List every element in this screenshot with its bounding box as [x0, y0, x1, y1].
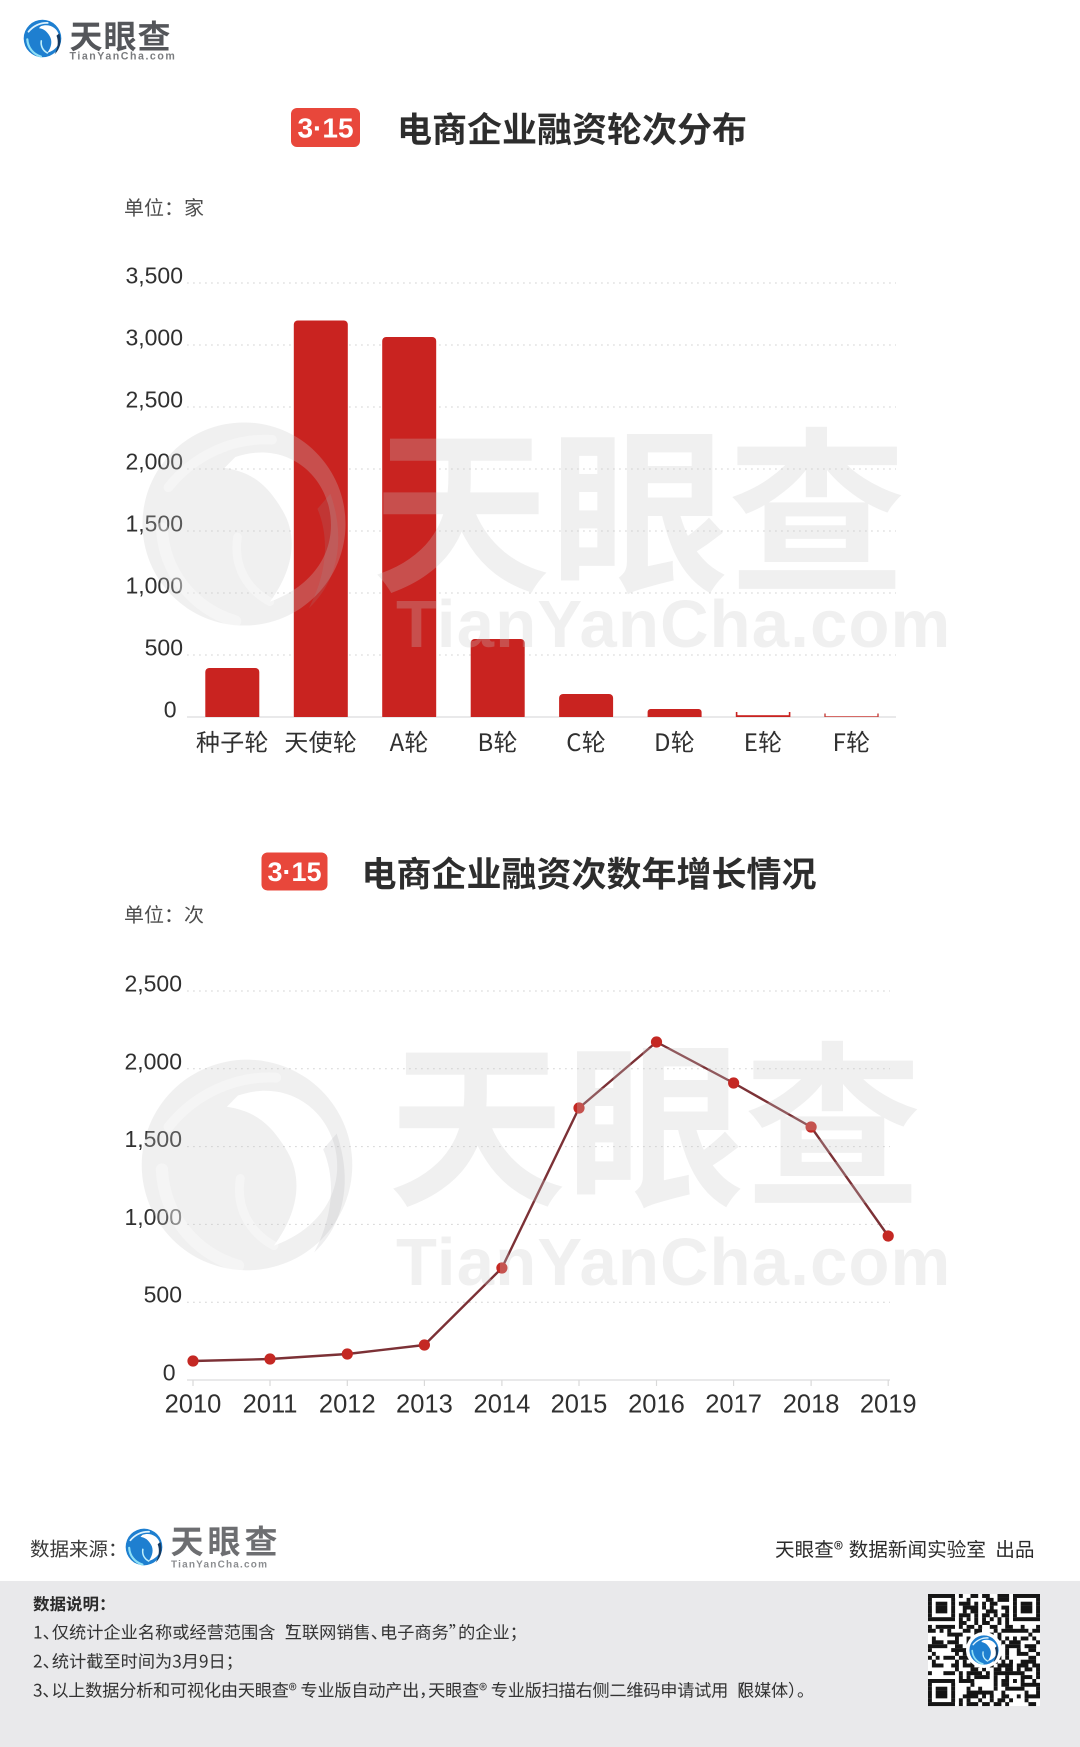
- svg-text:2011: 2011: [243, 1391, 298, 1419]
- svg-text:2013: 2013: [396, 1391, 453, 1419]
- svg-text:2014: 2014: [474, 1391, 531, 1419]
- svg-text:TianYanCha.com: TianYanCha.com: [396, 1225, 951, 1300]
- svg-text:3,000: 3,000: [125, 325, 183, 351]
- svg-text:2016: 2016: [628, 1391, 685, 1419]
- svg-text:500: 500: [145, 635, 183, 661]
- svg-text:3·15: 3·15: [297, 113, 353, 144]
- svg-text:500: 500: [144, 1282, 182, 1308]
- svg-text:2,000: 2,000: [124, 1048, 182, 1074]
- svg-text:2017: 2017: [705, 1391, 762, 1419]
- svg-text:2019: 2019: [860, 1391, 917, 1419]
- svg-text:2,500: 2,500: [124, 971, 182, 997]
- svg-text:1,500: 1,500: [124, 1126, 182, 1152]
- svg-text:2012: 2012: [319, 1391, 376, 1419]
- svg-text:TianYanCha.com: TianYanCha.com: [171, 1560, 268, 1571]
- svg-text:1,000: 1,000: [124, 1204, 182, 1230]
- svg-text:2015: 2015: [551, 1391, 608, 1419]
- svg-text:TianYanCha.com: TianYanCha.com: [70, 51, 177, 63]
- svg-text:0: 0: [163, 1360, 176, 1386]
- svg-text:2018: 2018: [783, 1391, 840, 1419]
- svg-text:1,500: 1,500: [125, 511, 183, 537]
- svg-text:2010: 2010: [165, 1391, 222, 1419]
- svg-text:0: 0: [164, 697, 177, 723]
- svg-text:3·15: 3·15: [267, 857, 321, 887]
- svg-text:2,500: 2,500: [125, 387, 183, 413]
- svg-text:1,000: 1,000: [125, 573, 183, 599]
- svg-text:TianYanCha.com: TianYanCha.com: [396, 587, 951, 662]
- svg-text:3,500: 3,500: [125, 263, 183, 289]
- svg-text:2,000: 2,000: [125, 449, 183, 475]
